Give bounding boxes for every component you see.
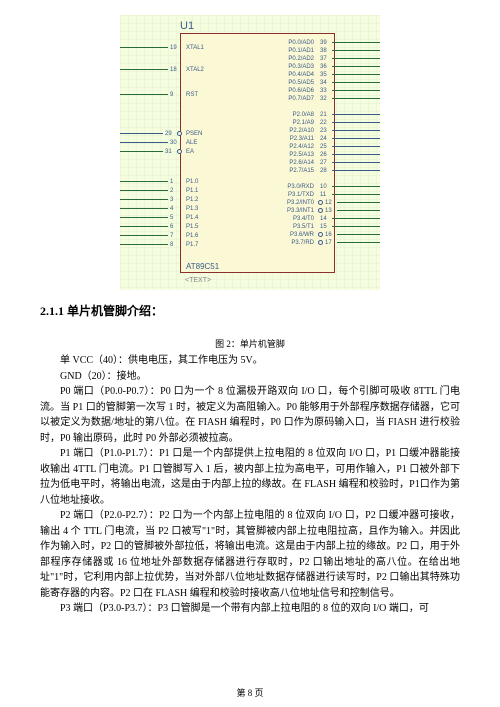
pin-2: 2P1.1 — [120, 186, 182, 195]
page-number: 第 8 页 — [0, 686, 500, 699]
inverter-bubble — [318, 200, 323, 205]
pin-28: 28P2.7/A15 — [318, 166, 380, 175]
inverter-bubble — [318, 208, 323, 213]
pin-18: 18XTAL2 — [120, 65, 182, 74]
paragraph: P0 端口（P0.0-P0.7）：P0 口为一个 8 位漏极开路双向 I/O 口… — [40, 384, 460, 446]
inverter-bubble — [177, 149, 182, 154]
pin-19: 19XTAL1 — [120, 43, 182, 52]
inverter-bubble — [318, 232, 323, 237]
pin-7: 7P1.6 — [120, 231, 182, 240]
pin-32: 32P0.7/AD7 — [318, 94, 380, 103]
designator-label: U1 — [180, 20, 194, 32]
text-placeholder-label: <TEXT> — [185, 277, 211, 284]
part-number-label: AT89C51 — [186, 262, 219, 271]
inverter-bubble — [318, 240, 323, 245]
inverter-bubble — [177, 131, 182, 136]
figure-caption: 图 2：单片机管脚 — [40, 337, 460, 350]
pin-1: 1P1.0 — [120, 177, 182, 186]
body-text: 单 VCC（40）：供电电压，其工作电压为 5V。 GND（20）：接地。 P0… — [40, 353, 460, 617]
pin-4: 4P1.3 — [120, 204, 182, 213]
pin-8: 8P1.7 — [120, 240, 182, 249]
paragraph: P1 端口（P1.0-P1.7）：P1 口是一个内部提供上拉电阻的 8 位双向 … — [40, 446, 460, 508]
paragraph: 单 VCC（40）：供电电压，其工作电压为 5V。 — [40, 353, 460, 369]
pin-31: 31EA — [120, 147, 182, 156]
section-title: 2.1.1 单片机管脚介绍： — [40, 302, 460, 319]
paragraph: P2 端口（P2.0-P2.7）：P2 口为一个内部上拉电阻的 8 位双向 I/… — [40, 508, 460, 601]
pin-5: 5P1.4 — [120, 213, 182, 222]
paragraph: GND（20）：接地。 — [40, 369, 460, 385]
paragraph: P3 端口（P3.0-P3.7）：P3 口管脚是一个带有内部上拉电阻的 8 位的… — [40, 601, 460, 617]
pin-9: 9RST — [120, 90, 182, 99]
pin-17: 17P3.7/RD — [318, 238, 380, 247]
pin-3: 3P1.2 — [120, 195, 182, 204]
schematic-diagram: U1 AT89C51 <TEXT> 19XTAL1 18XTAL2 9RST 29PS… — [120, 15, 380, 290]
pin-6: 6P1.5 — [120, 222, 182, 231]
pin-29: 29PSEN — [120, 129, 182, 138]
pin-30: 30ALE — [120, 138, 182, 147]
